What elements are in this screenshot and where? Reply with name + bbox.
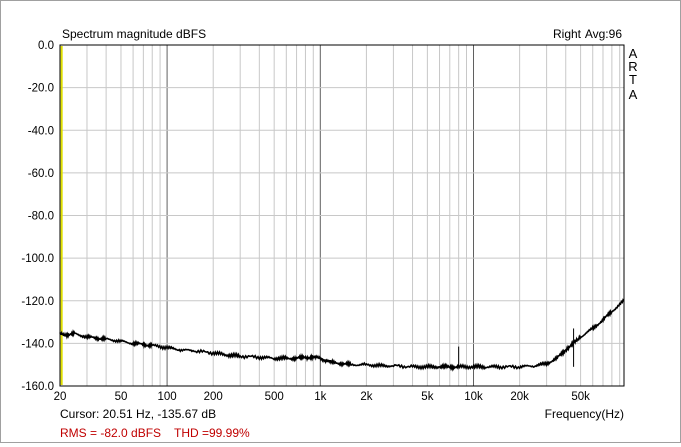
x-tick-label: 100 (157, 391, 176, 403)
y-tick-label: -100.0 (21, 253, 54, 265)
x-tick-labels: 20 50 100 200 500 1k 2k 5k 10k 20k 50k (54, 391, 591, 403)
y-tick-label: -20.0 (28, 83, 54, 95)
x-tick-label: 5k (421, 391, 433, 403)
x-tick-label: 10k (464, 391, 483, 403)
cursor-readout: Cursor: 20.51 Hz, -135.67 dB (60, 407, 216, 421)
y-tick-label: -160.0 (21, 381, 54, 393)
y-tick-label: -80.0 (28, 211, 54, 223)
y-tick-label: -120.0 (21, 296, 54, 308)
spectrum-spikes (458, 328, 575, 367)
x-tick-label: 50 (115, 391, 128, 403)
chart-title: Spectrum magnitude dBFS (62, 27, 206, 41)
y-tick-label: -40.0 (28, 125, 54, 137)
y-tick-label: 0.0 (38, 40, 54, 52)
x-tick-label: 1k (314, 391, 326, 403)
x-axis-label: Frequency(Hz) (545, 407, 624, 421)
x-tick-label: 50k (571, 391, 590, 403)
y-tick-label: -60.0 (28, 168, 54, 180)
x-tick-label: 20 (54, 391, 67, 403)
x-tick-label: 20k (510, 391, 529, 403)
y-tick-labels: 0.0 -20.0 -40.0 -60.0 -80.0 -100.0 -120.0 -140.… (21, 40, 54, 393)
plot-border (59, 44, 625, 387)
brand-letter-t: T (629, 72, 637, 87)
averages-label: Avg:96 (585, 27, 622, 41)
spectrum-trace (59, 298, 625, 372)
thd-readout: THD =99.99% (174, 426, 250, 440)
rms-readout: RMS = -82.0 dBFS (60, 426, 161, 440)
y-tick-label: -140.0 (21, 338, 54, 350)
channel-label: Right (553, 27, 582, 41)
x-tick-label: 2k (360, 391, 372, 403)
brand-letter-r: R (628, 59, 637, 74)
brand-letter-a1: A (629, 46, 638, 61)
x-tick-label: 200 (204, 391, 223, 403)
x-tick-label: 500 (265, 391, 284, 403)
brand-letter-a2: A (629, 87, 638, 102)
